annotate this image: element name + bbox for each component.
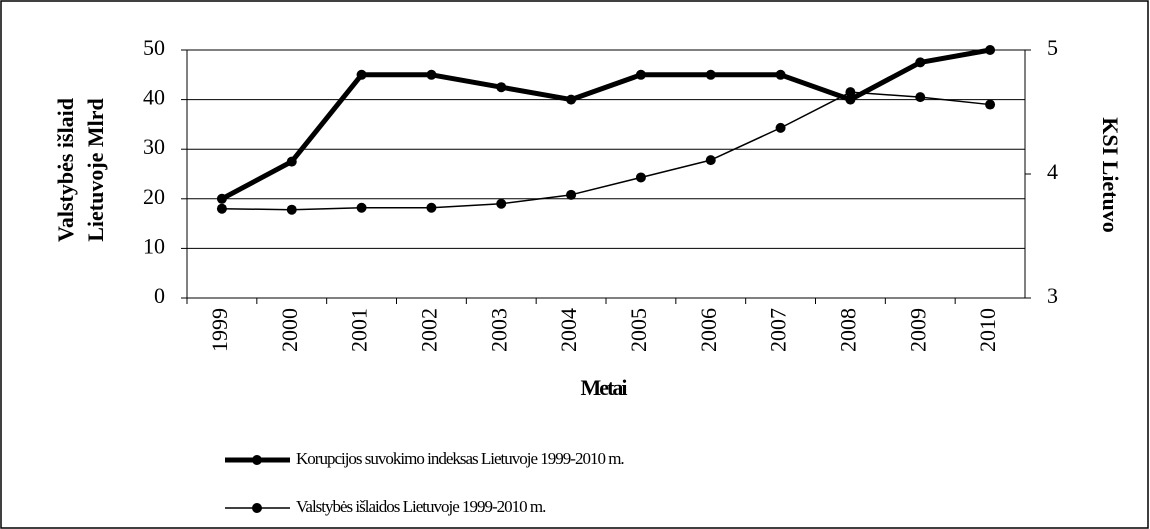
series-marker (356, 202, 367, 213)
series-line (220, 47, 991, 202)
series-marker (915, 57, 926, 68)
series-marker (845, 94, 856, 105)
x-tick-label: 2000 (277, 308, 302, 352)
x-axis-title: Metai (581, 375, 628, 400)
y-axis-title: Lietuvoje Mlrd (83, 98, 108, 242)
x-tick-label: 2009 (905, 308, 930, 352)
y2-tick-label: 5 (1047, 35, 1058, 60)
x-tick-label: 2007 (766, 308, 791, 352)
x-tick-label: 1999 (207, 308, 232, 352)
series-marker (845, 87, 856, 98)
x-tick-label: 2004 (556, 308, 581, 352)
series-marker (496, 198, 507, 209)
series-marker (286, 156, 297, 167)
series-marker (286, 204, 297, 215)
series-marker (635, 172, 646, 183)
series-marker (496, 82, 507, 93)
y2-tick-label: 4 (1047, 159, 1058, 184)
x-tick-label: 2006 (696, 308, 721, 352)
y-tick-label: 0 (154, 283, 165, 308)
x-tick-label: 2005 (626, 308, 651, 352)
legend-marker (252, 455, 262, 465)
series-marker (775, 69, 786, 80)
y-tick-label: 20 (143, 184, 165, 209)
series-line (221, 91, 991, 211)
x-tick-label: 2002 (416, 308, 441, 352)
series-marker (566, 189, 577, 200)
series-marker (775, 122, 786, 133)
series-marker (985, 45, 996, 55)
y2-tick-label: 3 (1047, 283, 1058, 308)
y-tick-label: 30 (143, 134, 165, 159)
series-marker (705, 155, 716, 166)
legend-label: Valstybės išlaidos Lietuvoje 1999-2010 m… (296, 497, 546, 516)
x-tick-label: 2001 (347, 308, 372, 352)
series-marker (426, 69, 437, 80)
y-axis-title: Valstybės išlaid (53, 98, 78, 242)
series-marker (915, 92, 926, 103)
series-marker (566, 94, 577, 105)
legend-label: Korupcijos suvokimo indeksas Lietuvoje 1… (296, 449, 624, 468)
x-tick-label: 2003 (486, 308, 511, 352)
x-tick-label: 2010 (975, 308, 1000, 352)
series-marker (216, 203, 227, 214)
series-marker (635, 69, 646, 80)
y2-axis-title: KSI Lietuvo (1098, 117, 1123, 233)
legend-marker (252, 503, 262, 513)
y-tick-label: 10 (143, 233, 165, 258)
series-marker (705, 69, 716, 80)
y-tick-label: 50 (143, 35, 165, 60)
series-marker (356, 69, 367, 80)
series-marker (426, 202, 437, 213)
series-marker (985, 99, 996, 110)
y-tick-label: 40 (143, 85, 165, 110)
x-tick-label: 2008 (835, 308, 860, 352)
series-marker (216, 193, 227, 204)
